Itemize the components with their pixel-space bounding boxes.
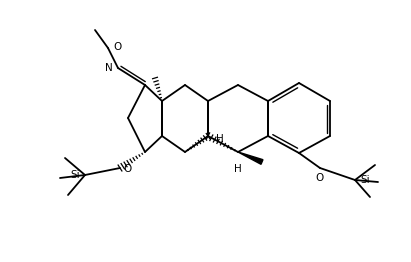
Text: Si: Si (360, 175, 369, 185)
Text: O: O (123, 164, 131, 174)
Text: Si: Si (70, 170, 80, 180)
Text: H: H (216, 134, 224, 144)
Text: O: O (316, 173, 324, 183)
Text: O: O (113, 42, 121, 52)
Polygon shape (238, 152, 263, 164)
Text: N: N (105, 63, 113, 73)
Text: H: H (234, 164, 242, 174)
